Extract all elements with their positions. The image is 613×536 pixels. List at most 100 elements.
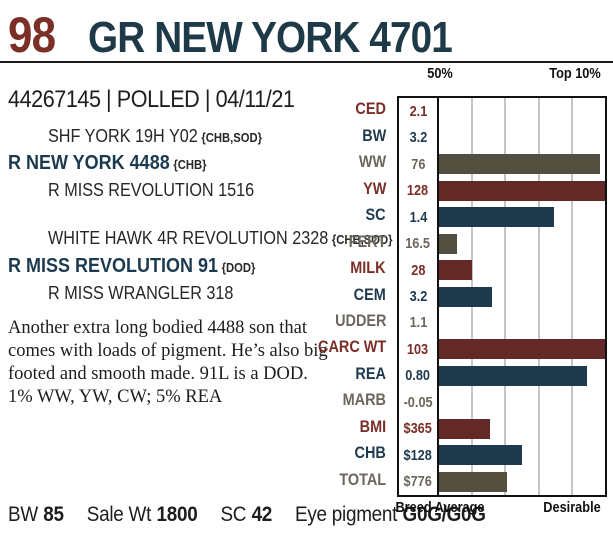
chart-bar [439,339,605,360]
chart-axis-label-top10pct: Top 10% [549,65,601,82]
sire-top-parent-tag: {CHB,SOD} [201,131,263,145]
chart-row-value: 2.1 [409,102,427,120]
chart-row-track [439,469,605,495]
description-line: comes with loads of pigment. He’s also b… [8,341,328,361]
chart-row-label: BMI [359,416,386,436]
chart-row-track [439,204,605,230]
chart-row-value: $365 [403,420,433,438]
chart-row: $365 [399,416,605,442]
chart-row-value: 0.80 [405,367,431,385]
dam-top-parent-text: WHITE HAWK 4R REVOLUTION 2328 {CHB,SOD} [48,228,393,248]
stat-sc-label: SC [220,503,247,526]
footer-stats-row: BW 85 Sale Wt 1800 SC 42 Eye pigment G0G/G0G [8,503,504,527]
chart-row-label: MARB [342,390,386,410]
chart-axis-label-50pct: 50% [427,65,453,82]
chart-row: 1.1 [399,310,605,336]
chart-row-label: BW [361,125,386,145]
page-title-text: GR NEW YORK 4701 [88,13,453,62]
chart-row-label: WW [358,152,386,172]
stat-sale-wt-value: 1800 [156,503,198,526]
dam-top-parent-tag: {CHB,SOD} [331,233,393,247]
description-line: 1% WW, YW, CW; 5% REA [8,387,223,407]
chart-bar [439,154,601,175]
stat-bw-label: BW [8,503,38,526]
chart-row-value: $776 [403,473,433,491]
chart-row-value: 128 [407,182,429,200]
chart-row-label: TOTAL [339,469,386,489]
sire-name-tag: {CHB} [173,158,207,172]
chart-bar [439,471,508,492]
chart-row-track [439,151,605,177]
chart-row: 128 [399,177,605,203]
chart-row-label: CARC WT [317,337,386,357]
chart-row: 16.5 [399,230,605,256]
description: Another extra long bodied 4488 son that … [8,317,358,409]
dam-bottom-parent: R MISS WRANGLER 318 [48,283,254,304]
header-divider [0,61,613,63]
chart-row-value: 28 [410,261,426,279]
chart-bar [439,286,493,307]
chart-bar [439,207,554,228]
dam-bottom-parent-text: R MISS WRANGLER 318 [48,283,234,303]
chart-row-labels: CED BW WW YW SC FERT MILK CEM UDDER CARC WT REA MAR… [250,96,393,493]
chart-bar [439,365,587,386]
chart-row: 3.2 [399,124,605,150]
chart-row-value: 1.1 [409,314,427,332]
chart-row-track [439,177,605,203]
stat-sale-wt-label: Sale Wt [86,503,152,526]
chart-value-column-divider [437,98,439,495]
page-title: GR NEW YORK 4701 [88,13,502,63]
chart-row: 28 [399,257,605,283]
chart-axis-label-breed-average: Breed Average [395,499,485,516]
chart-row-track [439,257,605,283]
chart-row-value: 1.4 [409,208,427,226]
chart-row-value: 76 [410,155,426,173]
dam-name: R MISS REVOLUTION 91 {DOD} [8,255,283,278]
registration-line: 44267145 | POLLED | 04/11/21 [8,86,326,114]
chart-row: 103 [399,336,605,362]
chart-row-label: CHB [354,443,386,463]
dam-top-parent: WHITE HAWK 4R REVOLUTION 2328 {CHB,SOD} [48,228,431,249]
description-line: Another extra long bodied 4488 son that [8,318,308,338]
sire-bottom-parent-text: R MISS REVOLUTION 1516 [48,180,255,200]
epd-chart: 2.1 3.2 76 128 1.4 16.5 28 3.2 1.1 103 0.80 -0.05 $3… [397,96,607,497]
stat-bw: BW 85 [8,503,64,527]
sire-bottom-parent: R MISS REVOLUTION 1516 [48,180,277,201]
chart-row: 76 [399,151,605,177]
chart-row: -0.05 [399,389,605,415]
chart-row-track [439,336,605,362]
chart-row-label: FERT [348,231,386,251]
chart-row-track [439,124,605,150]
chart-row-track [439,310,605,336]
chart-row-track [439,98,605,124]
chart-row-track [439,230,605,256]
chart-row: 0.80 [399,363,605,389]
sire-top-parent: SHF YORK 19H Y02 {CHB,SOD} [48,126,286,147]
chart-row: 1.4 [399,204,605,230]
stat-sc-value: 42 [251,503,273,526]
chart-bar [439,233,458,254]
chart-bar [439,418,491,439]
stat-eye-pigment-value: G0G/G0G [402,503,486,526]
chart-row-track [439,283,605,309]
chart-row: $776 [399,469,605,495]
stat-bw-value: 85 [43,503,64,526]
chart-row-value: 16.5 [405,235,431,253]
chart-row-value: 103 [407,340,429,358]
chart-gridline [570,98,573,495]
chart-row-label: UDDER [334,310,386,330]
chart-row-label: REA [355,363,386,383]
chart-row-track [439,363,605,389]
chart-row-value: $128 [403,446,433,464]
registration-text: 44267145 | POLLED | 04/11/21 [8,86,295,113]
chart-row-label: CED [355,99,386,119]
chart-row: $128 [399,442,605,468]
chart-row-track [439,416,605,442]
stat-eye-pigment-label: Eye pigment [295,503,398,526]
chart-gridline [504,98,507,495]
footer-stats: BW 85 Sale Wt 1800 SC 42 Eye pigment G0G/G0G [8,503,559,527]
stat-eye-pigment: Eye pigment G0G/G0G [295,503,486,527]
chart-row: 2.1 [399,98,605,124]
chart-row: 3.2 [399,283,605,309]
